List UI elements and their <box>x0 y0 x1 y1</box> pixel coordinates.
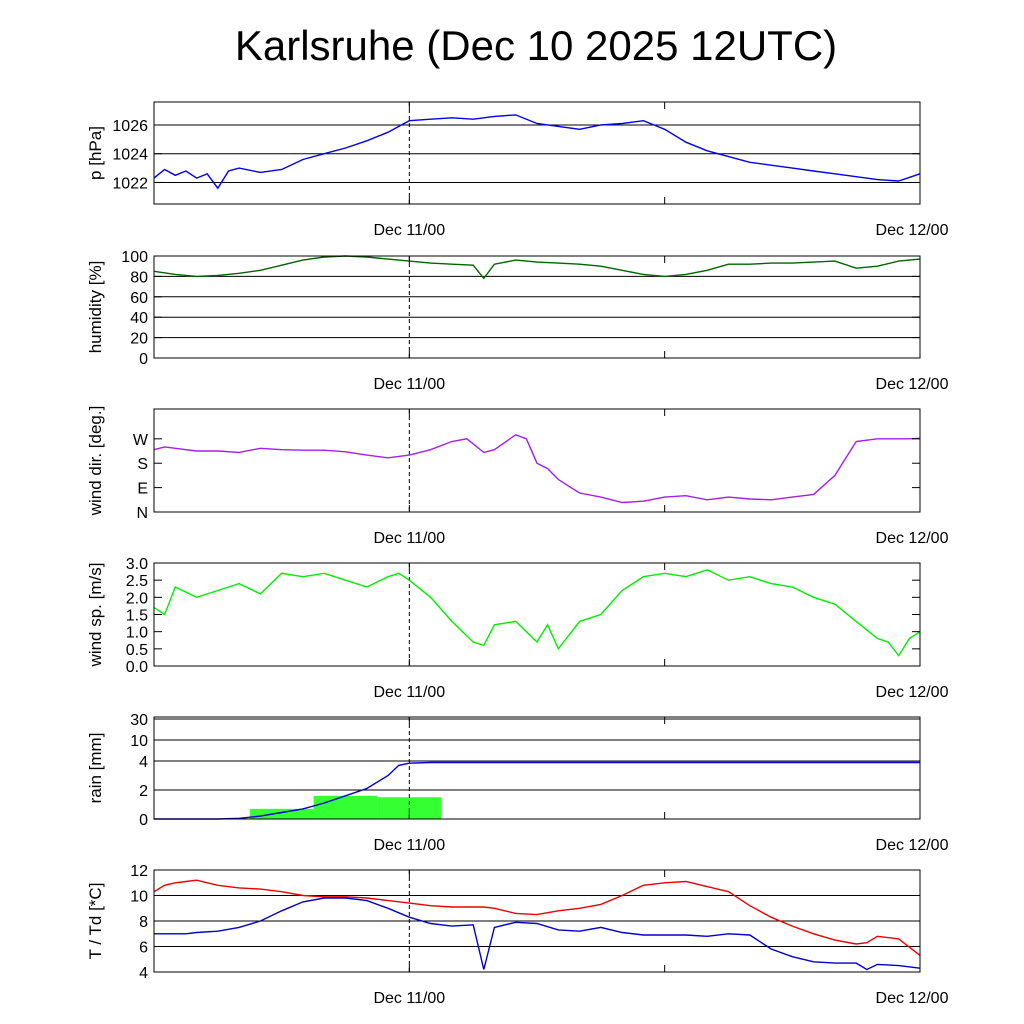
ylabel-1: humidity [%] <box>86 261 105 354</box>
xtick-label-2-1: Dec 12/00 <box>876 530 949 547</box>
ytick-label-5-2: 8 <box>139 914 148 931</box>
panel-frame-3 <box>153 562 921 667</box>
ytick-label-1-5: 100 <box>121 249 148 266</box>
xtick-label-1-0: Dec 11/00 <box>373 376 445 393</box>
rain-bar-1 <box>313 795 378 819</box>
ylabel-3: wind sp. [m/s] <box>86 563 105 668</box>
ylabel-4: rain [mm] <box>86 733 105 804</box>
ytick-label-1-4: 80 <box>130 269 148 286</box>
ytick-label-5-0: 4 <box>139 965 148 982</box>
ytick-label-2-2: S <box>137 456 148 473</box>
ytick-label-3-0: 0.0 <box>126 659 148 676</box>
xtick-label-3-0: Dec 11/00 <box>373 684 445 701</box>
panel-frame-2 <box>153 408 921 513</box>
panel-frame-1 <box>153 255 921 359</box>
xtick-label-4-1: Dec 12/00 <box>876 837 949 854</box>
ytick-label-1-0: 0 <box>139 351 148 368</box>
xtick-label-0-1: Dec 12/00 <box>876 222 949 239</box>
ytick-label-3-4: 2.0 <box>126 590 148 607</box>
ytick-label-0-0: 1022 <box>112 175 148 192</box>
rain-bar-0 <box>249 808 314 819</box>
series-line-5-0 <box>153 879 921 956</box>
series-line-0-0 <box>153 114 921 190</box>
ytick-label-4-1: 2 <box>139 783 148 800</box>
ytick-label-5-3: 10 <box>130 889 148 906</box>
ytick-label-0-1: 1024 <box>112 147 148 164</box>
ytick-label-1-1: 20 <box>130 331 148 348</box>
ytick-label-1-2: 40 <box>130 310 148 327</box>
ytick-label-2-3: W <box>133 432 149 449</box>
ytick-label-4-0: 0 <box>139 812 148 829</box>
xtick-label-2-0: Dec 11/00 <box>373 530 445 547</box>
ytick-label-5-1: 6 <box>139 940 148 957</box>
ytick-label-3-6: 3.0 <box>126 556 148 573</box>
series-line-1-0 <box>153 255 921 280</box>
xtick-label-3-1: Dec 12/00 <box>876 684 949 701</box>
xtick-label-5-0: Dec 11/00 <box>373 990 445 1007</box>
ytick-label-4-4: 30 <box>130 712 148 729</box>
ytick-label-3-2: 1.0 <box>126 625 148 642</box>
panel-frame-4 <box>153 716 921 820</box>
xtick-label-1-1: Dec 12/00 <box>876 376 949 393</box>
ytick-label-3-3: 1.5 <box>126 608 148 625</box>
ytick-label-5-4: 12 <box>130 863 148 880</box>
ytick-label-1-3: 60 <box>130 290 148 307</box>
xtick-label-0-0: Dec 11/00 <box>373 222 445 239</box>
chart-title: Karlsruhe (Dec 10 2025 12UTC) <box>234 22 838 69</box>
series-line-3-0 <box>153 569 921 657</box>
ytick-label-3-5: 2.5 <box>126 573 148 590</box>
ylabel-0: p [hPa] <box>86 126 105 180</box>
ylabel-5: T / Td [*C] <box>86 883 105 960</box>
ytick-label-4-2: 4 <box>139 754 148 771</box>
xtick-label-4-0: Dec 11/00 <box>373 837 445 854</box>
ytick-label-0-2: 1026 <box>112 118 148 135</box>
panel-frame-0 <box>153 101 921 205</box>
ytick-label-2-0: N <box>136 505 148 522</box>
xtick-label-5-1: Dec 12/00 <box>876 990 949 1007</box>
ytick-label-2-1: E <box>137 481 148 498</box>
ytick-label-3-1: 0.5 <box>126 642 148 659</box>
series-line-5-1 <box>154 897 921 971</box>
ytick-label-4-3: 10 <box>130 733 148 750</box>
series-line-2-0 <box>153 434 921 504</box>
ylabel-2: wind dir. [deg.] <box>86 406 105 517</box>
series-line-4-0 <box>154 761 920 820</box>
